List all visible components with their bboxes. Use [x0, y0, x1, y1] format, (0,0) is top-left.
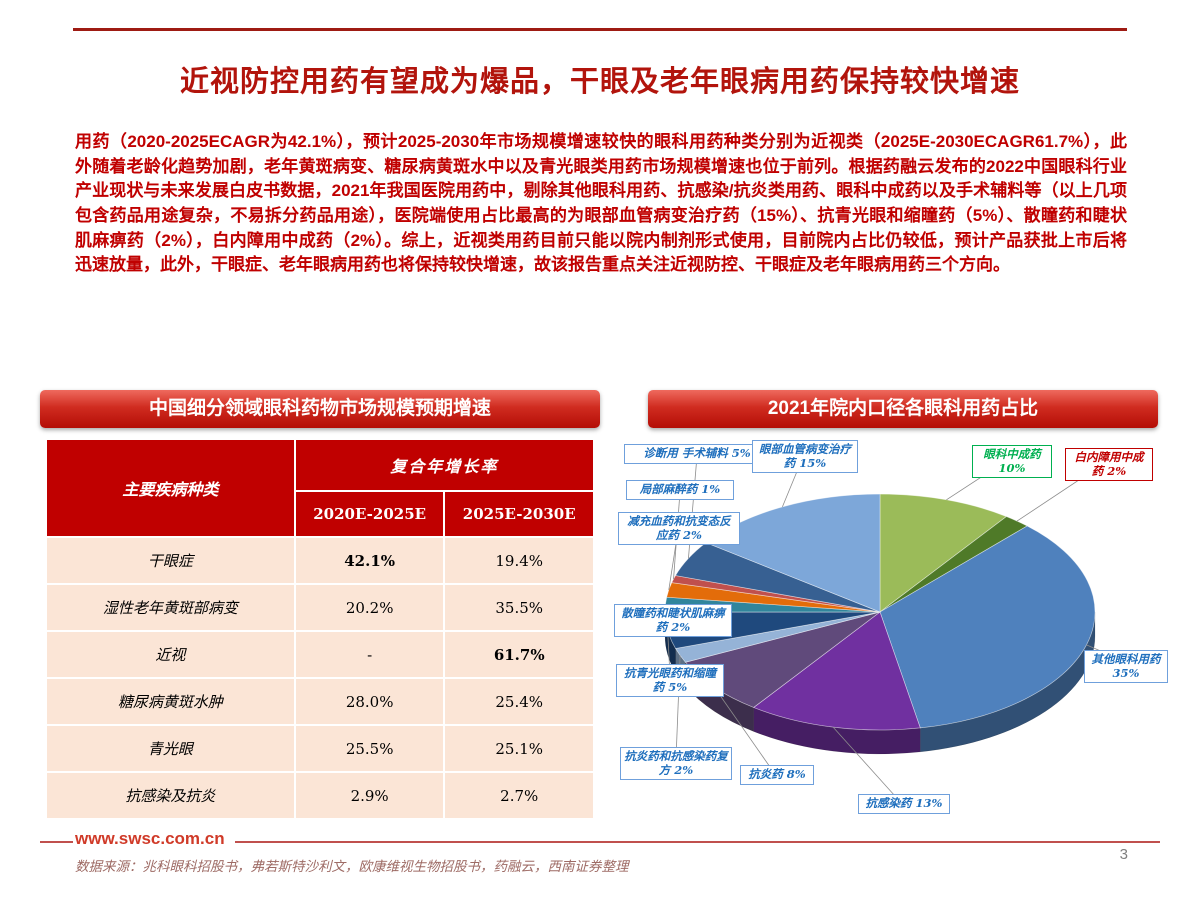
pie-chart: 眼科中成药 10% 白内障用中成药 2% 其他眼科用药 35% 抗感染药 13% 抗炎药… — [610, 432, 1170, 842]
value-cell-2025e-2030e: 25.1% — [443, 724, 595, 773]
value-cell-2020e-2025e: 28.0% — [293, 677, 446, 726]
pie-label-3: 抗感染药 13% — [858, 794, 950, 814]
top-rule — [73, 28, 1127, 31]
table-group-header: 复合年增长率 — [293, 438, 596, 492]
value-cell-2025e-2030e: 19.4% — [443, 536, 595, 585]
table-row: 干眼症 42.1% 19.4% — [45, 536, 595, 585]
table-panel-header: 中国细分领域眼科药物市场规模预期增速 — [40, 390, 600, 428]
pie-label-4: 抗炎药 8% — [740, 765, 814, 785]
table-row: 青光眼 25.5% 25.1% — [45, 724, 595, 773]
disease-name-cell: 青光眼 — [45, 724, 296, 773]
value-cell-2020e-2025e: 20.2% — [293, 583, 446, 632]
table-row: 湿性老年黄斑部病变 20.2% 35.5% — [45, 583, 595, 632]
table-row: 近视 -61.7% — [45, 630, 595, 679]
pie-leader-line — [832, 726, 905, 807]
pie-leader-line — [714, 686, 778, 778]
pie-label-0: 眼科中成药 10% — [972, 445, 1052, 479]
site-url[interactable]: www.swsc.com.cn — [73, 829, 235, 849]
pie-label-11: 眼部血管病变治疗药 15% — [752, 440, 858, 474]
value-cell-2020e-2025e: - — [293, 630, 446, 679]
footer-rule — [40, 841, 1160, 843]
pie-label-2: 其他眼科用药 35% — [1084, 650, 1168, 684]
disease-name-cell: 湿性老年黄斑部病变 — [45, 583, 296, 632]
page-number: 3 — [1119, 846, 1128, 863]
disease-name-cell: 抗感染及抗炎 — [45, 771, 296, 820]
pie-label-7: 散瞳药和睫状肌麻痹药 2% — [614, 604, 732, 638]
table-row-header: 主要疾病种类 — [45, 438, 296, 538]
value-cell-2020e-2025e: 42.1% — [293, 536, 446, 585]
pie-svg — [664, 451, 1127, 807]
growth-table: 主要疾病种类 复合年增长率 2020E-2025E 2025E-2030E 干眼… — [45, 438, 596, 820]
disease-name-cell: 糖尿病黄斑水肿 — [45, 677, 296, 726]
pie-slice — [752, 611, 921, 731]
table-column-header-1: 2020E-2025E — [293, 490, 446, 538]
value-cell-2020e-2025e: 25.5% — [293, 724, 446, 773]
value-cell-2025e-2030e: 25.4% — [443, 677, 595, 726]
pie-label-10: 诊断用 手术辅料 5% — [624, 444, 770, 464]
disease-name-cell: 近视 — [45, 630, 296, 679]
disease-name-cell: 干眼症 — [45, 536, 296, 585]
page-title: 近视防控用药有望成为爆品，干眼及老年眼病用药保持较快增速 — [179, 66, 1020, 98]
pie-label-9: 局部麻醉药 1% — [626, 480, 734, 500]
pie-label-5: 抗炎药和抗感染药复方 2% — [620, 747, 732, 781]
pie-panel-header: 2021年院内口径各眼科用药占比 — [648, 390, 1158, 428]
value-cell-2020e-2025e: 2.9% — [293, 771, 446, 820]
pie-slice — [879, 525, 1096, 729]
body-paragraph: 用药（2020-2025ECAGR为42.1%），预计2025-2030年市场规… — [75, 132, 1127, 275]
value-cell-2025e-2030e: 61.7% — [443, 630, 595, 679]
value-cell-2025e-2030e: 2.7% — [443, 771, 595, 820]
table-row: 糖尿病黄斑水肿 28.0% 25.4% — [45, 677, 595, 726]
pie-label-6: 抗青光眼药和缩瞳药 5% — [616, 664, 724, 698]
table-row: 抗感染及抗炎 2.9% 2.7% — [45, 771, 595, 820]
pie-label-1: 白内障用中成药 2% — [1065, 448, 1153, 482]
value-cell-2025e-2030e: 35.5% — [443, 583, 595, 632]
table-column-header-2: 2025E-2030E — [443, 490, 595, 538]
pie-label-8: 减充血药和抗变态反应药 2% — [618, 512, 740, 546]
data-source: 数据来源：兆科眼科招股书，弗若斯特沙利文，欧康维视生物招股书，药融云，西南证券整… — [75, 859, 629, 875]
